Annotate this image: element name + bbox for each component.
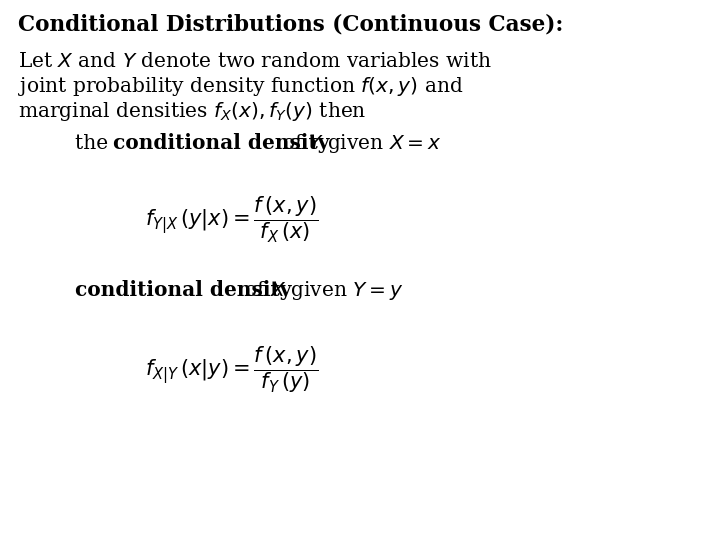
Text: of $Y$ given $X = x$: of $Y$ given $X = x$ [276, 132, 441, 155]
Text: $f_{X|Y}\,(x|y)=\dfrac{f\,(x,y)}{f_Y\,(y)}$: $f_{X|Y}\,(x|y)=\dfrac{f\,(x,y)}{f_Y\,(y… [145, 345, 318, 395]
Text: joint probability density function $f(x,y)$ and: joint probability density function $f(x,… [18, 75, 463, 98]
Text: Conditional Distributions (Continuous Case):: Conditional Distributions (Continuous Ca… [18, 13, 563, 35]
Text: conditional density: conditional density [75, 280, 292, 300]
Text: marginal densities $f_X(x), f_Y(y)$ then: marginal densities $f_X(x), f_Y(y)$ then [18, 100, 366, 123]
Text: of $X$ given $Y = y$: of $X$ given $Y = y$ [238, 279, 404, 302]
Text: conditional density: conditional density [113, 133, 329, 153]
Text: Let $X$ and $Y$ denote two random variables with: Let $X$ and $Y$ denote two random variab… [18, 52, 492, 71]
Text: $f_{Y|X}\,(y|x)=\dfrac{f\,(x,y)}{f_X\,(x)}$: $f_{Y|X}\,(y|x)=\dfrac{f\,(x,y)}{f_X\,(x… [145, 195, 318, 245]
Text: the: the [75, 134, 114, 153]
